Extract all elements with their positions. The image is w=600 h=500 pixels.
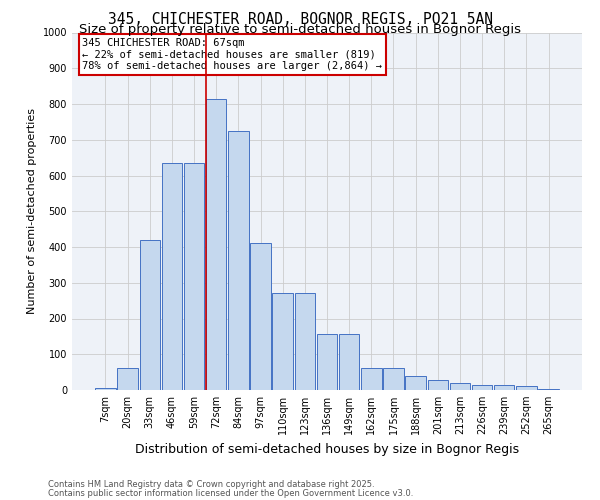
X-axis label: Distribution of semi-detached houses by size in Bognor Regis: Distribution of semi-detached houses by … — [135, 442, 519, 456]
Bar — [272, 294, 293, 390]
Bar — [317, 334, 337, 390]
Bar — [383, 368, 404, 390]
Text: Size of property relative to semi-detached houses in Bognor Regis: Size of property relative to semi-detach… — [79, 24, 521, 36]
Bar — [250, 244, 271, 390]
Bar — [118, 368, 138, 390]
Bar — [206, 98, 226, 390]
Bar — [161, 163, 182, 390]
Bar — [339, 334, 359, 390]
Bar — [516, 386, 536, 390]
Bar — [228, 131, 248, 390]
Bar — [472, 384, 493, 390]
Bar — [538, 389, 559, 390]
Text: 345 CHICHESTER ROAD: 67sqm
← 22% of semi-detached houses are smaller (819)
78% o: 345 CHICHESTER ROAD: 67sqm ← 22% of semi… — [82, 38, 382, 71]
Bar — [140, 240, 160, 390]
Bar — [184, 163, 204, 390]
Bar — [95, 388, 116, 390]
Bar — [450, 383, 470, 390]
Bar — [494, 384, 514, 390]
Bar — [295, 294, 315, 390]
Bar — [361, 368, 382, 390]
Text: 345, CHICHESTER ROAD, BOGNOR REGIS, PO21 5AN: 345, CHICHESTER ROAD, BOGNOR REGIS, PO21… — [107, 12, 493, 28]
Bar — [428, 380, 448, 390]
Bar — [406, 376, 426, 390]
Text: Contains HM Land Registry data © Crown copyright and database right 2025.: Contains HM Land Registry data © Crown c… — [48, 480, 374, 489]
Y-axis label: Number of semi-detached properties: Number of semi-detached properties — [27, 108, 37, 314]
Text: Contains public sector information licensed under the Open Government Licence v3: Contains public sector information licen… — [48, 488, 413, 498]
